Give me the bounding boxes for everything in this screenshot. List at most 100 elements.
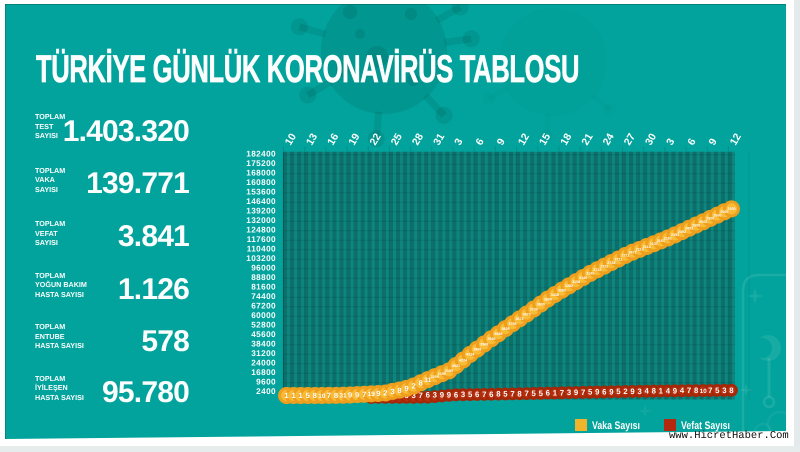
svg-text:5: 5 <box>306 391 311 400</box>
svg-text:16: 16 <box>325 131 341 147</box>
svg-text:3282: 3282 <box>558 288 566 292</box>
svg-text:2500: 2500 <box>706 217 714 221</box>
svg-text:4: 4 <box>680 386 685 395</box>
svg-text:38400: 38400 <box>251 340 276 349</box>
svg-text:7: 7 <box>327 391 331 400</box>
svg-text:3282: 3282 <box>565 284 573 288</box>
svg-text:8: 8 <box>496 390 501 399</box>
svg-text:74400: 74400 <box>251 292 276 301</box>
svg-text:3968: 3968 <box>480 342 488 346</box>
svg-text:6: 6 <box>426 391 431 400</box>
svg-text:96000: 96000 <box>251 264 276 273</box>
svg-text:2493: 2493 <box>685 227 693 231</box>
svg-text:2500: 2500 <box>692 223 700 227</box>
svg-text:27: 27 <box>622 131 638 147</box>
svg-text:6: 6 <box>685 136 698 147</box>
svg-text:3: 3 <box>664 136 677 147</box>
svg-text:15: 15 <box>537 131 553 147</box>
svg-text:18: 18 <box>558 131 574 147</box>
svg-text:8: 8 <box>729 386 734 395</box>
svg-text:8: 8 <box>334 391 338 400</box>
svg-text:2500: 2500 <box>699 220 707 224</box>
svg-text:31: 31 <box>431 131 447 147</box>
svg-text:2161: 2161 <box>657 239 665 243</box>
svg-text:3: 3 <box>722 386 727 395</box>
svg-text:1: 1 <box>659 386 664 395</box>
svg-text:182400: 182400 <box>246 150 276 159</box>
svg-text:22: 22 <box>367 131 383 147</box>
svg-text:2732: 2732 <box>600 264 608 268</box>
svg-text:5: 5 <box>468 390 473 399</box>
svg-text:3800: 3800 <box>544 297 552 301</box>
svg-text:3: 3 <box>433 391 438 400</box>
svg-text:24: 24 <box>601 131 617 147</box>
svg-text:7: 7 <box>510 389 514 398</box>
svg-text:19: 19 <box>346 131 362 147</box>
svg-text:9: 9 <box>447 390 452 399</box>
svg-text:9: 9 <box>348 391 352 400</box>
svg-text:2: 2 <box>623 387 628 396</box>
svg-text:3800: 3800 <box>537 302 545 306</box>
svg-text:28: 28 <box>410 131 426 147</box>
svg-text:2711: 2711 <box>622 254 630 258</box>
svg-text:25: 25 <box>389 131 405 147</box>
svg-text:9: 9 <box>376 389 380 398</box>
svg-text:5: 5 <box>539 389 544 398</box>
svg-text:10: 10 <box>283 131 299 147</box>
svg-text:81600: 81600 <box>251 283 276 292</box>
svg-text:7: 7 <box>687 386 691 395</box>
svg-text:8: 8 <box>313 391 317 400</box>
svg-text:6: 6 <box>546 389 551 398</box>
svg-text:24000: 24000 <box>251 359 276 368</box>
svg-text:1: 1 <box>284 391 289 400</box>
svg-text:3766: 3766 <box>508 322 516 326</box>
svg-text:7: 7 <box>560 388 564 397</box>
svg-text:132000: 132000 <box>246 216 276 225</box>
svg-text:3: 3 <box>461 390 466 399</box>
svg-text:2492: 2492 <box>678 230 686 234</box>
svg-text:8: 8 <box>694 386 699 395</box>
svg-text:117600: 117600 <box>247 235 276 244</box>
svg-text:10: 10 <box>318 393 326 400</box>
svg-text:Vaka Sayısı: Vaka Sayısı <box>592 420 640 432</box>
svg-text:8: 8 <box>397 386 401 395</box>
svg-text:3: 3 <box>390 387 394 396</box>
svg-text:2189: 2189 <box>445 369 453 373</box>
svg-text:9: 9 <box>404 384 408 393</box>
svg-text:9: 9 <box>609 387 614 396</box>
svg-text:2113: 2113 <box>636 248 644 252</box>
svg-text:31: 31 <box>339 393 347 400</box>
svg-text:3: 3 <box>452 136 465 147</box>
svg-text:5: 5 <box>588 388 593 397</box>
svg-text:153600: 153600 <box>246 188 276 197</box>
svg-text:2728: 2728 <box>607 261 615 265</box>
svg-text:9: 9 <box>440 391 445 400</box>
svg-text:31200: 31200 <box>251 349 276 358</box>
svg-text:2137: 2137 <box>650 242 658 246</box>
svg-text:3145: 3145 <box>586 272 594 276</box>
svg-text:3828: 3828 <box>494 332 502 336</box>
svg-text:9: 9 <box>706 136 719 147</box>
svg-text:2114: 2114 <box>643 245 652 249</box>
svg-text:2: 2 <box>412 382 416 391</box>
svg-text:3829: 3829 <box>501 327 509 331</box>
svg-text:7: 7 <box>708 386 712 395</box>
svg-text:2500: 2500 <box>713 213 721 217</box>
svg-text:4: 4 <box>666 386 671 395</box>
svg-text:7: 7 <box>362 390 366 399</box>
svg-text:3736: 3736 <box>530 307 538 311</box>
svg-text:2500: 2500 <box>720 210 728 214</box>
svg-text:3: 3 <box>567 388 572 397</box>
svg-text:6: 6 <box>473 136 486 147</box>
svg-text:3145: 3145 <box>579 276 587 280</box>
svg-text:3940: 3940 <box>487 337 495 341</box>
svg-text:6: 6 <box>454 390 459 399</box>
svg-text:88800: 88800 <box>251 273 276 282</box>
svg-text:8: 8 <box>517 389 522 398</box>
svg-text:45600: 45600 <box>251 330 276 339</box>
svg-text:9: 9 <box>673 386 678 395</box>
svg-text:1: 1 <box>553 388 558 397</box>
svg-text:2472: 2472 <box>628 250 636 254</box>
svg-text:2: 2 <box>383 389 387 398</box>
svg-text:6: 6 <box>475 390 480 399</box>
